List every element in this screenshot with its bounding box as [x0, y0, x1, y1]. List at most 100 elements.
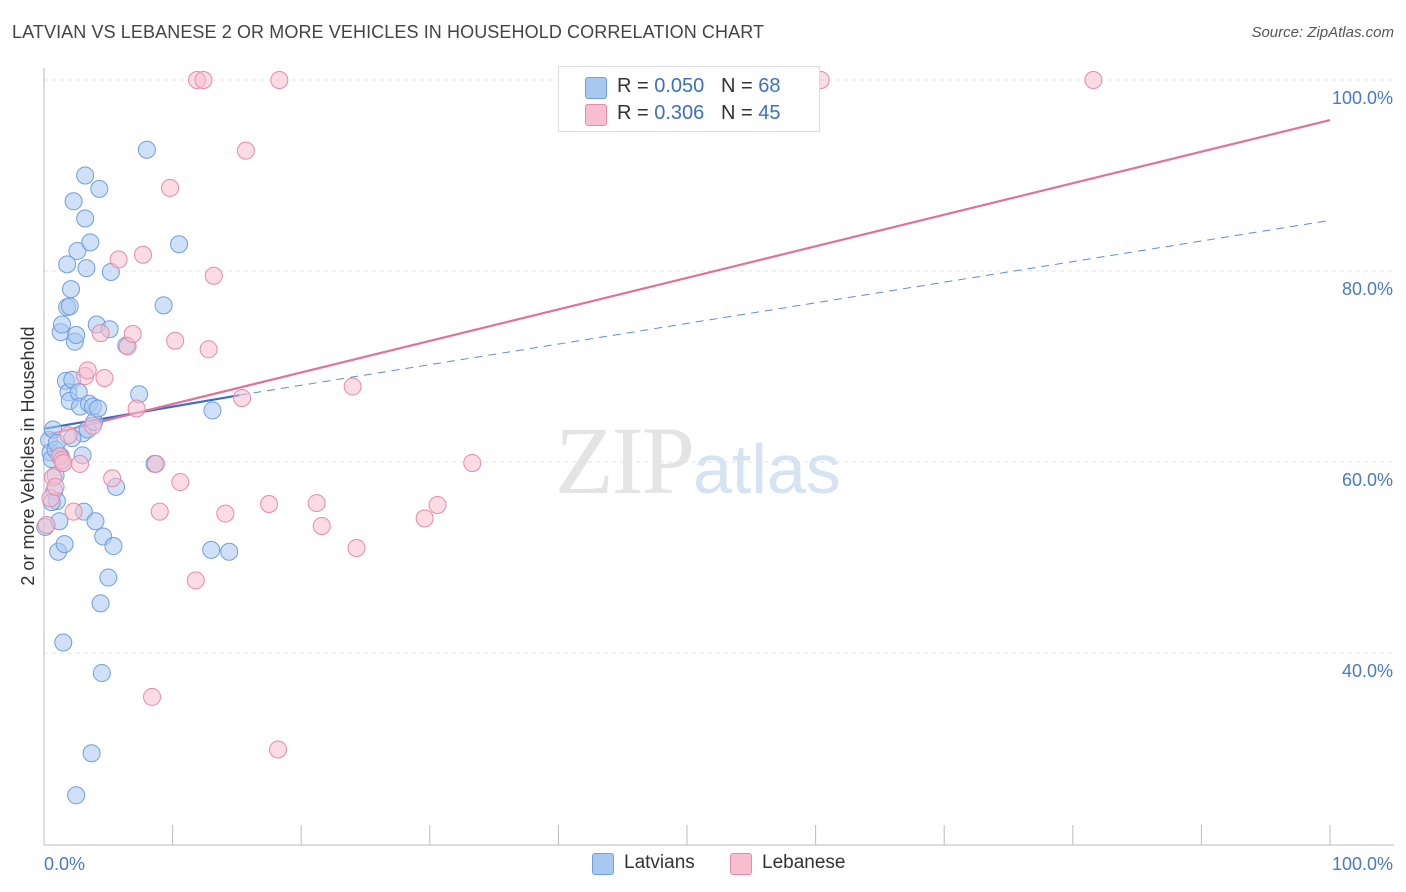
data-point [77, 259, 96, 278]
data-point [71, 454, 90, 473]
data-point [143, 687, 162, 706]
x-tick-label: 100.0% [1332, 854, 1393, 874]
legend-r-value: 0.050 [654, 75, 705, 97]
data-point [415, 509, 434, 528]
data-point [60, 297, 79, 316]
data-point [55, 535, 74, 554]
legend-r-label: R = [617, 75, 649, 97]
data-point [269, 740, 288, 759]
data-point [203, 401, 222, 420]
data-point [92, 664, 111, 683]
series-lebanese [37, 71, 1103, 759]
data-point [67, 786, 86, 805]
data-point [58, 255, 77, 274]
data-point [64, 192, 83, 211]
watermark: ZIPatlas [555, 405, 841, 516]
data-point [46, 477, 65, 496]
legend-swatch-latvians [592, 853, 614, 875]
data-point [91, 324, 110, 343]
data-point [428, 495, 447, 514]
legend-swatch-lebanese [585, 104, 607, 126]
data-point [76, 166, 95, 185]
data-point [53, 315, 72, 334]
legend-swatch-latvians [585, 77, 607, 99]
legend-r-label: R = [617, 102, 649, 124]
data-point [37, 516, 56, 535]
data-point [161, 178, 180, 197]
data-point [64, 502, 83, 521]
data-point [127, 399, 146, 418]
data-point [199, 340, 218, 359]
legend-n-value: 45 [758, 102, 781, 124]
data-point [82, 744, 101, 763]
data-point [202, 540, 221, 559]
stats-legend: R = 0.050 N = 68 R = 0.306 N = 45 [558, 66, 820, 132]
watermark-atlas: atlas [693, 430, 841, 508]
y-axis-label: 2 or more Vehicles in Household [18, 326, 38, 585]
data-point [54, 633, 73, 652]
data-point [171, 473, 190, 492]
data-point [233, 389, 252, 408]
data-point [86, 512, 105, 531]
data-point [260, 495, 279, 514]
data-point [83, 416, 102, 435]
watermark-zip: ZIP [555, 407, 695, 514]
data-point [146, 454, 165, 473]
x-tick-label: 0.0% [44, 854, 85, 874]
data-point [154, 296, 173, 315]
y-tick-label: 40.0% [1342, 661, 1393, 681]
legend-r-value: 0.306 [654, 102, 705, 124]
data-point [89, 399, 108, 418]
data-point [95, 368, 114, 387]
trend-line-extension [239, 219, 1331, 396]
data-point [1084, 71, 1103, 89]
y-tick-label: 100.0% [1332, 88, 1393, 108]
data-point [150, 502, 169, 521]
data-point [59, 426, 78, 445]
data-point [347, 538, 366, 557]
legend-label-lebanese: Lebanese [762, 852, 846, 873]
data-point [91, 594, 110, 613]
data-point [312, 516, 331, 535]
data-point [123, 325, 142, 344]
data-point [186, 571, 205, 590]
data-point [109, 250, 128, 269]
data-point [104, 537, 123, 556]
gridlines [44, 79, 1394, 654]
data-point [54, 453, 73, 472]
source-credit: Source: ZipAtlas.com [1251, 24, 1394, 41]
legend-n-label: N = [720, 75, 753, 97]
trend-line-lebanese [45, 119, 1331, 437]
data-point [236, 141, 255, 160]
data-point [170, 235, 189, 254]
data-point [67, 325, 86, 344]
data-points [36, 71, 1103, 805]
data-point [62, 280, 81, 299]
data-point [90, 179, 109, 198]
data-point [307, 494, 326, 513]
legend-swatch-lebanese [730, 853, 752, 875]
trend-lines [45, 119, 1331, 437]
data-point [103, 469, 122, 488]
data-point [99, 568, 118, 587]
legend-n-label: N = [720, 102, 753, 124]
tick-labels: 40.0% 60.0% 80.0% 100.0% 0.0% 100.0% [44, 88, 1393, 874]
data-point [270, 71, 289, 89]
data-point [343, 377, 362, 396]
axes [43, 68, 1394, 846]
data-point [68, 241, 87, 260]
chart-title: LATVIAN VS LEBANESE 2 OR MORE VEHICLES I… [12, 22, 765, 42]
data-point [78, 361, 97, 380]
series-latvians [36, 140, 239, 805]
data-point [81, 233, 100, 252]
data-point [220, 542, 239, 561]
data-point [194, 71, 213, 89]
y-tick-label: 60.0% [1342, 470, 1393, 490]
data-point [134, 245, 153, 264]
data-point [463, 453, 482, 472]
data-point [216, 504, 235, 523]
data-point [204, 266, 223, 285]
data-point [137, 140, 156, 159]
legend-label-latvians: Latvians [624, 852, 695, 873]
